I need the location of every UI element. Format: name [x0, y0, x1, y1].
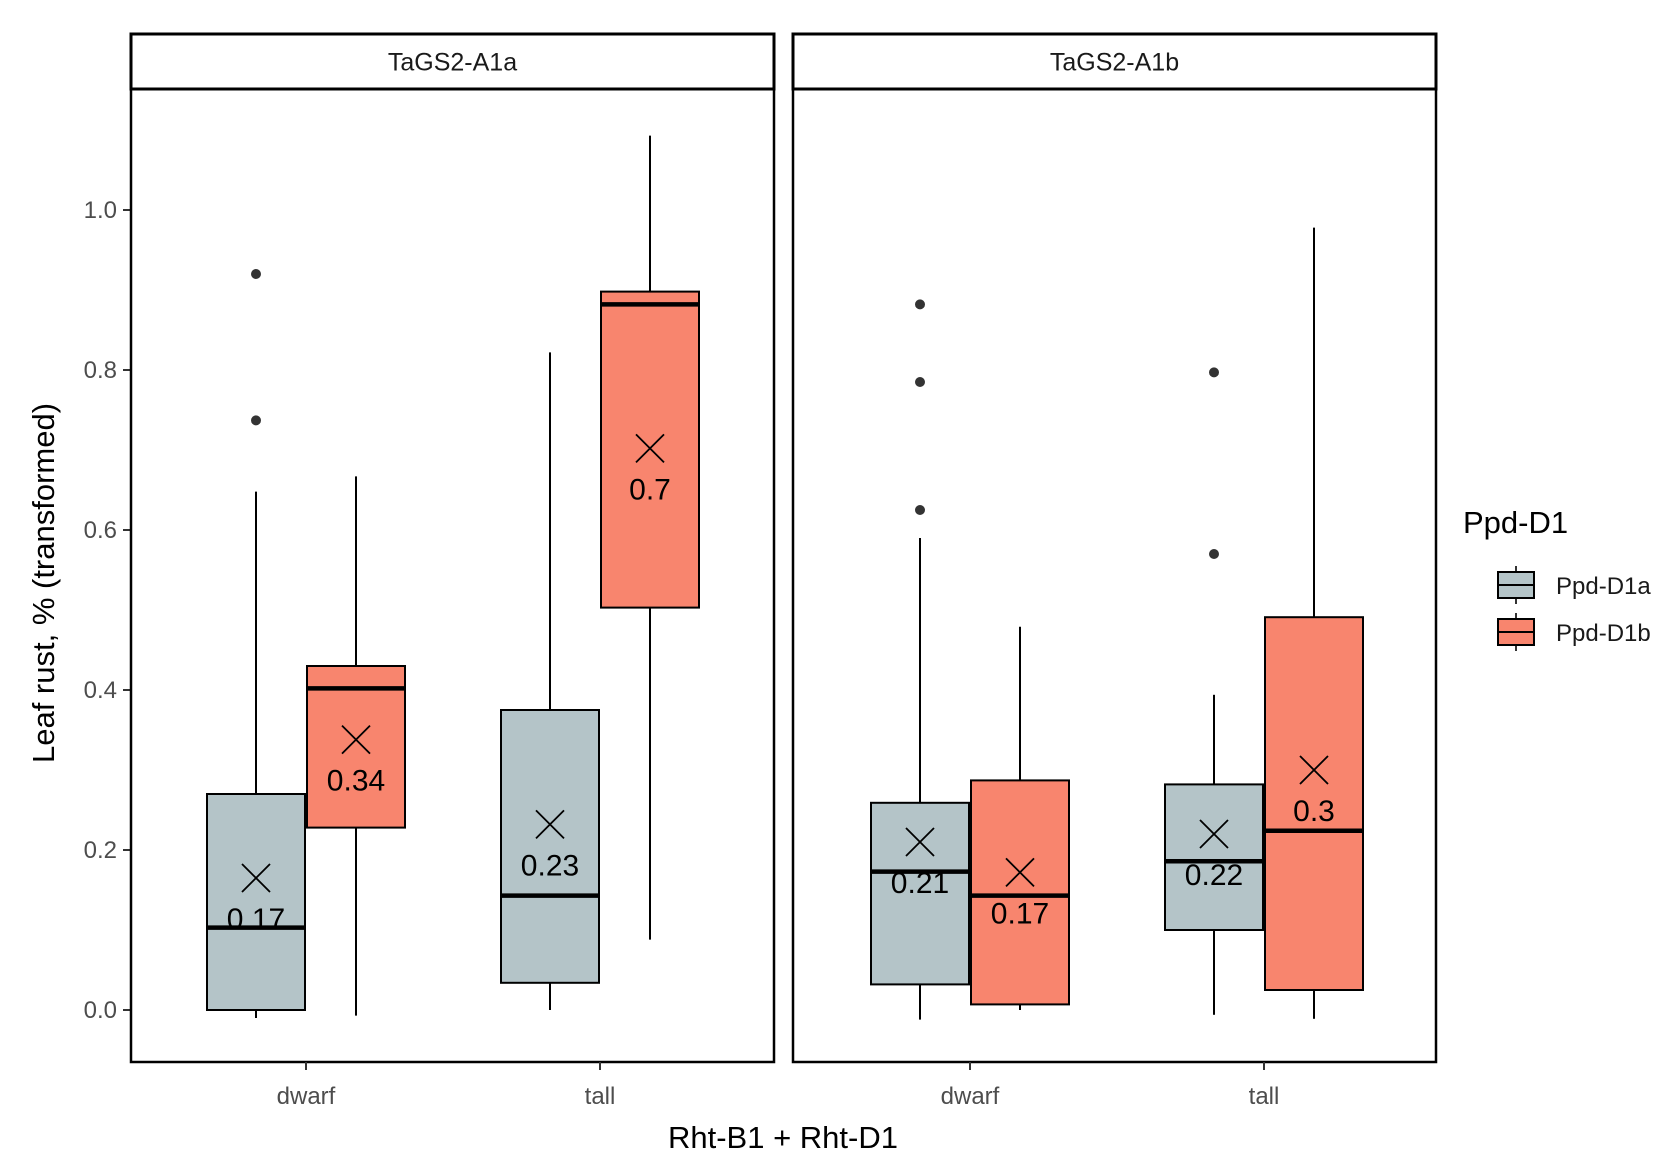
mean-label: 0.21	[891, 867, 949, 900]
legend-title: Ppd-D1	[1463, 505, 1568, 540]
box-tall-ppd-d1b	[1264, 616, 1364, 991]
mean-marker	[905, 827, 935, 857]
outlier-point	[251, 415, 261, 426]
facet-strip	[129, 32, 776, 91]
y-tick-label: 0.8	[84, 357, 117, 384]
mean-marker	[535, 809, 565, 840]
box-dwarf-ppd-d1b	[306, 665, 406, 829]
x-tick-label: tall	[1249, 1083, 1280, 1110]
x-axis-title: Rht-B1 + Rht-D1	[668, 1120, 898, 1155]
mean-label: 0.17	[227, 903, 285, 936]
box-tall-ppd-d1a	[1164, 783, 1264, 932]
facet-strip-label: TaGS2-A1b	[1050, 49, 1179, 77]
mean-marker	[341, 724, 371, 755]
mean-label: 0.17	[991, 897, 1049, 930]
legend-label: Ppd-D1a	[1556, 573, 1651, 600]
facet-strip-label: TaGS2-A1a	[388, 49, 517, 77]
mean-label: 0.23	[521, 849, 579, 882]
box-dwarf-ppd-d1b	[970, 779, 1070, 1006]
mean-marker	[635, 433, 665, 464]
y-tick-label: 0.4	[84, 677, 117, 704]
x-tick-label: dwarf	[941, 1083, 1000, 1110]
mean-marker	[1199, 819, 1229, 849]
outlier-point	[915, 299, 925, 310]
x-tick-label: dwarf	[277, 1083, 336, 1110]
mean-marker	[241, 863, 271, 893]
y-axis-title: Leaf rust, % (transformed)	[26, 403, 61, 763]
mean-marker	[1005, 857, 1035, 888]
facet-strip	[791, 32, 1438, 91]
mean-label: 0.34	[327, 765, 385, 798]
y-tick-label: 1.0	[84, 197, 117, 224]
box-dwarf-ppd-d1a	[206, 793, 306, 1011]
outlier-point	[915, 377, 925, 387]
box-tall-ppd-d1a	[500, 709, 600, 984]
legend-label: Ppd-D1b	[1556, 620, 1651, 647]
y-tick-label: 0.6	[84, 517, 117, 544]
box-dwarf-ppd-d1a	[870, 801, 970, 986]
mean-marker	[1299, 755, 1329, 785]
outlier-point	[1209, 549, 1219, 559]
y-tick-label: 0.0	[84, 997, 117, 1024]
outlier-point	[1209, 367, 1219, 378]
mean-label: 0.22	[1185, 859, 1243, 892]
mean-label: 0.3	[1293, 795, 1335, 828]
mean-label: 0.7	[629, 473, 671, 506]
x-tick-label: tall	[585, 1083, 616, 1110]
outlier-point	[915, 505, 925, 515]
y-tick-label: 0.2	[84, 837, 117, 864]
outlier-point	[251, 269, 261, 279]
